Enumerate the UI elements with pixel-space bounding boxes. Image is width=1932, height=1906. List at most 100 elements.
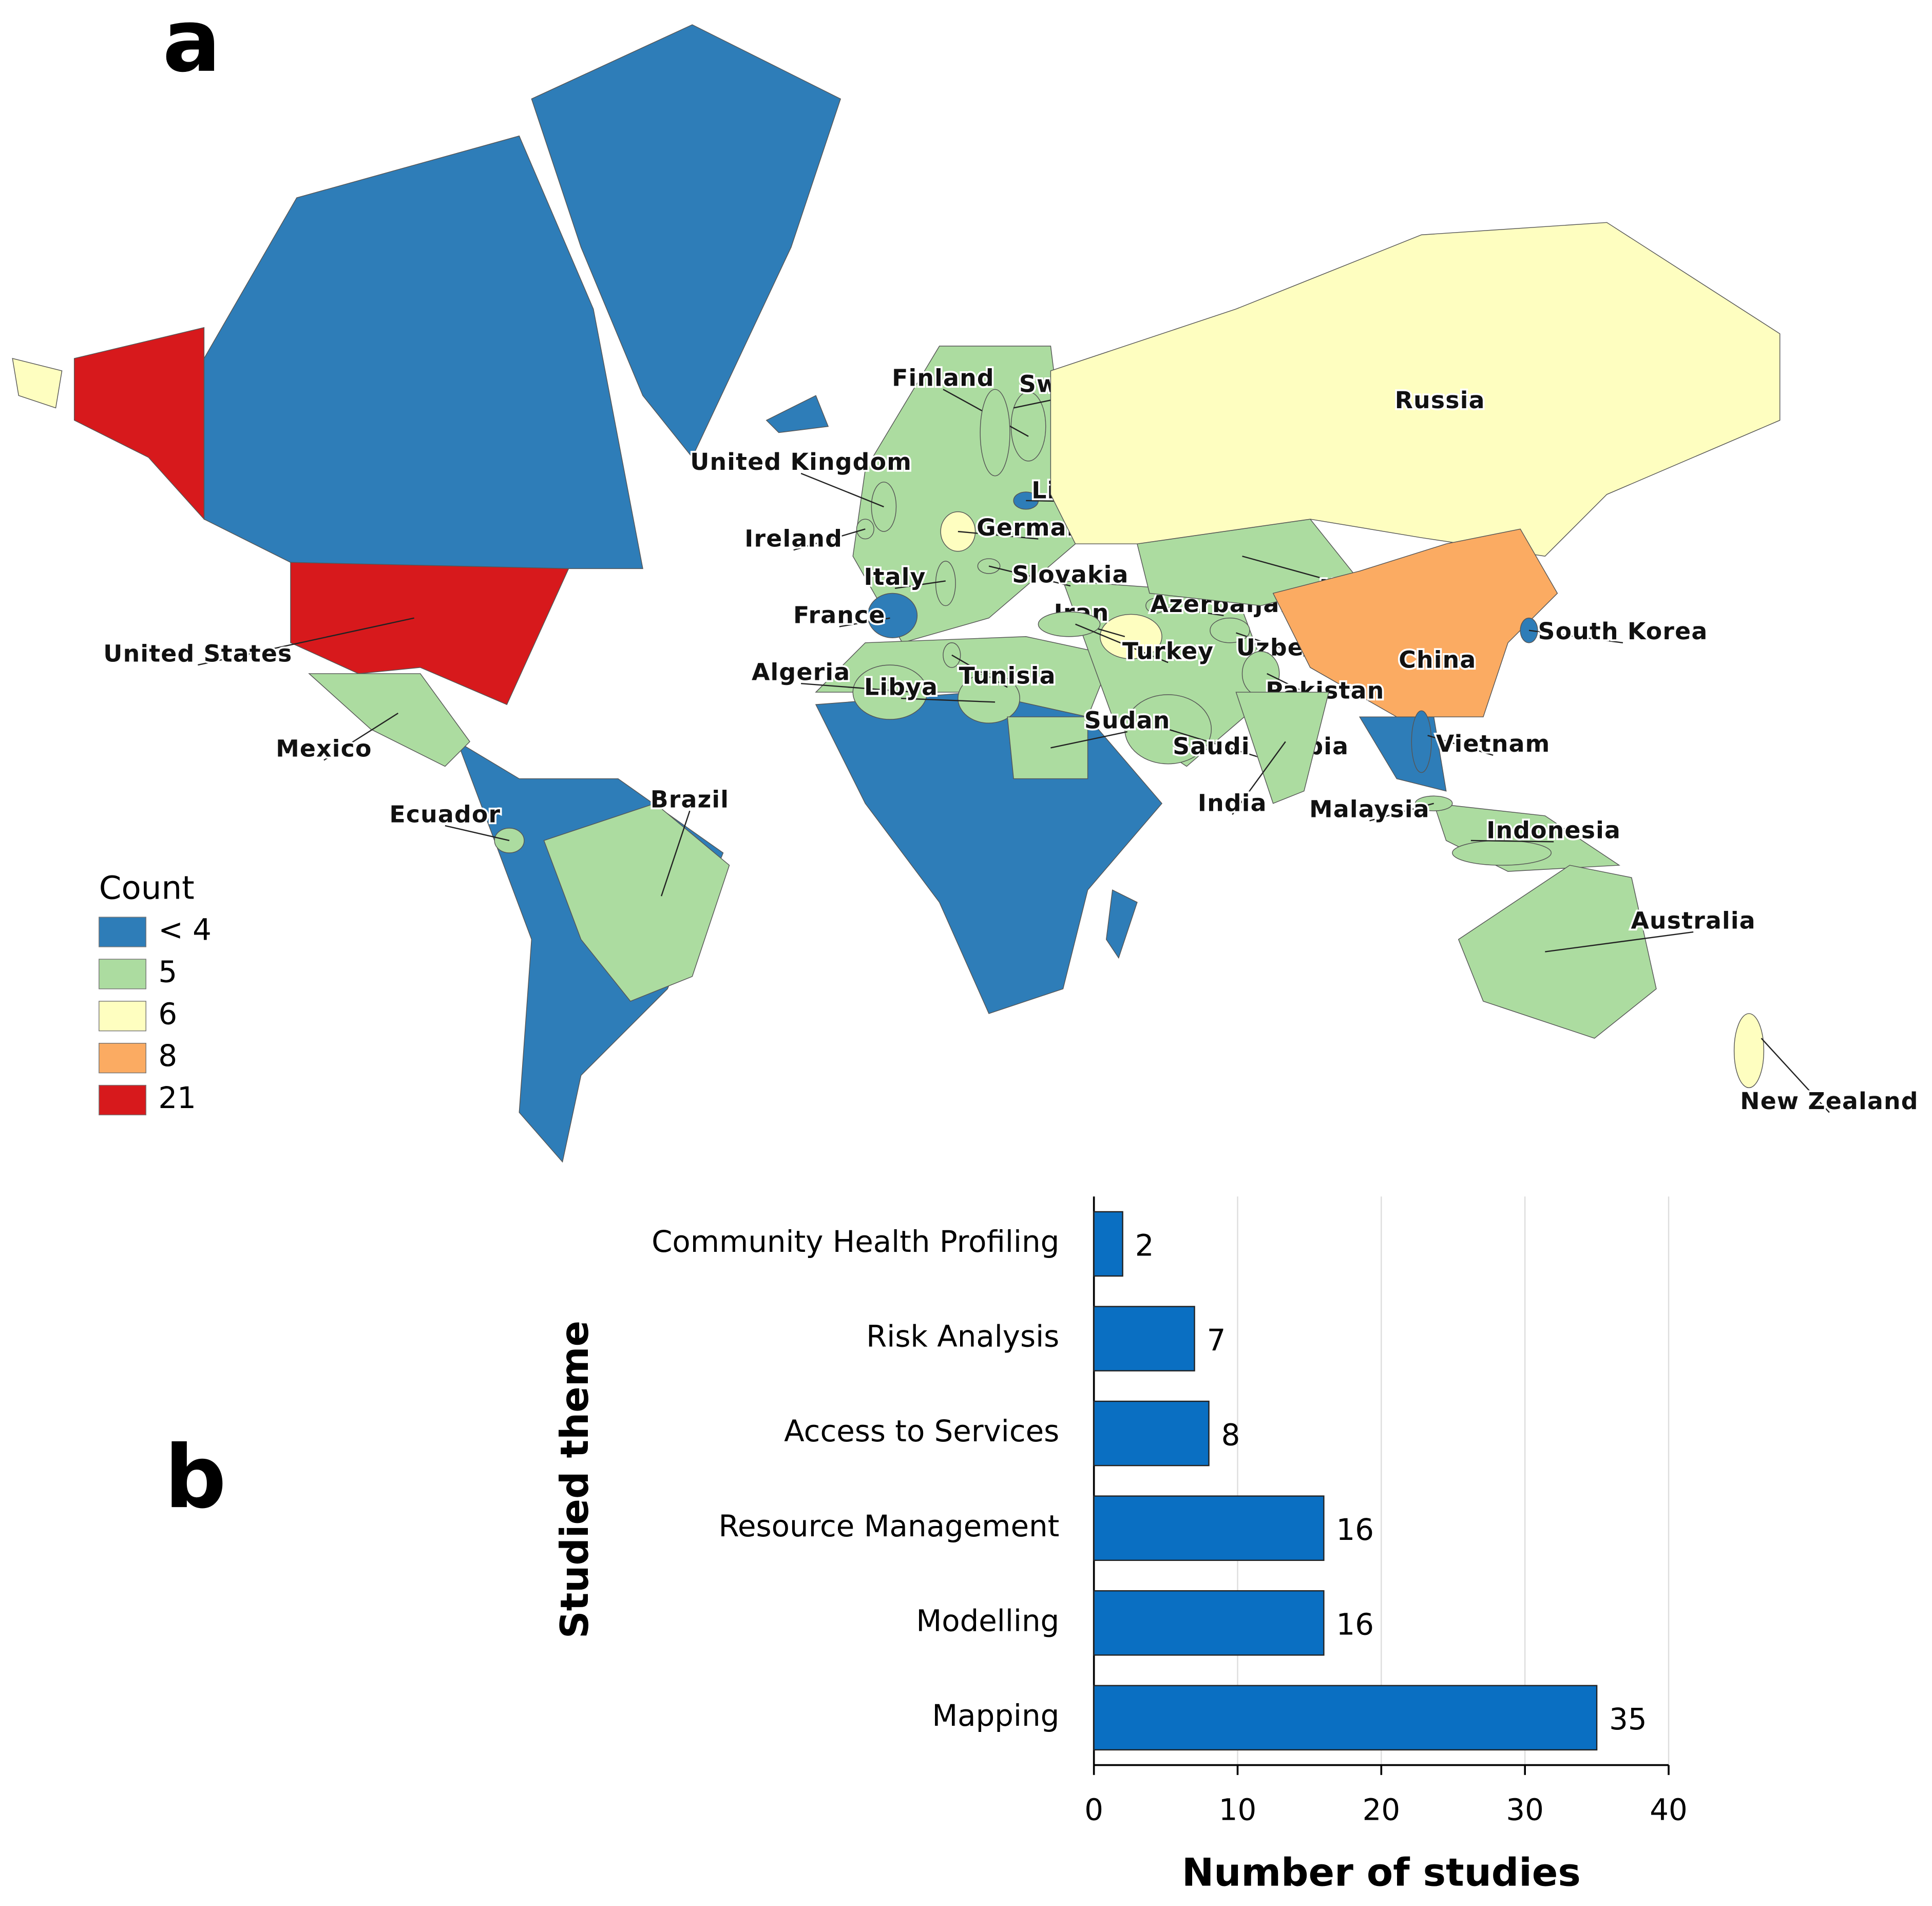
country	[1272, 528, 1558, 717]
leader-line	[1236, 632, 1313, 660]
country	[73, 327, 569, 706]
leader-line	[1232, 741, 1286, 815]
country	[1007, 716, 1088, 779]
legend-label: 21	[158, 1080, 196, 1115]
leader-line	[1155, 605, 1224, 617]
country	[1411, 710, 1432, 773]
country-label: Turkey	[1122, 638, 1214, 665]
leader-line	[839, 617, 890, 627]
country	[1099, 614, 1162, 659]
country	[935, 561, 956, 606]
country-label: Ecuador	[389, 800, 501, 828]
country-label: Australia	[1631, 907, 1755, 934]
country-label: Ireland	[744, 525, 843, 552]
leader-line	[800, 472, 884, 508]
country	[543, 803, 730, 1002]
bar	[1093, 1685, 1598, 1751]
leader-line	[988, 565, 1071, 587]
land	[1359, 716, 1447, 792]
country	[1452, 840, 1552, 866]
leader-line	[793, 528, 866, 551]
x-tick-label: 30	[1506, 1793, 1544, 1827]
land	[203, 135, 643, 569]
y-axis-label: Studied theme	[552, 1321, 597, 1638]
country	[980, 389, 1010, 476]
y-tick-label: Risk Analysis	[866, 1319, 1059, 1354]
leader-line	[1545, 931, 1694, 952]
value-label: 35	[1609, 1702, 1647, 1737]
country-label: New Zealand	[1740, 1088, 1918, 1115]
leader-line	[445, 825, 510, 842]
country-label: Libya	[864, 673, 938, 700]
country-label: Algeria	[752, 658, 850, 685]
country-label: India	[1198, 790, 1267, 817]
bar	[1093, 1306, 1195, 1371]
leader-line	[801, 683, 915, 693]
y-tick-label: Mapping	[932, 1698, 1059, 1733]
panel-label: a	[162, 0, 221, 91]
value-label: 2	[1135, 1228, 1154, 1263]
map-panel: a United States Mexico Ecuador Brazil Finland…	[12, 0, 1920, 1163]
x-tick-label: 20	[1363, 1793, 1401, 1827]
country	[1050, 222, 1781, 557]
legend-swatch	[99, 1043, 147, 1074]
y-tick-label: Modelling	[916, 1603, 1059, 1638]
leader-line	[1427, 735, 1494, 756]
legend-swatch	[99, 959, 147, 989]
legend-label: < 4	[158, 912, 212, 947]
country-label: Sudan	[1084, 707, 1171, 734]
y-tick-label: Access to Services	[784, 1414, 1059, 1448]
country-label: Italy	[864, 563, 926, 590]
country-label: United Kingdom	[690, 448, 912, 475]
bar	[1093, 1400, 1210, 1466]
country	[852, 664, 928, 720]
bar	[1093, 1211, 1123, 1277]
leader-line	[951, 654, 1008, 688]
value-label: 16	[1336, 1607, 1374, 1642]
country	[308, 673, 470, 767]
value-label: 7	[1207, 1323, 1226, 1358]
value-label: 16	[1336, 1512, 1374, 1547]
bar-panel: b 0 10 20 30 40 2 Community Health Profiling 7 Ri…	[164, 1196, 1688, 1895]
country	[1210, 617, 1250, 643]
country	[1145, 598, 1166, 614]
land	[766, 395, 829, 433]
country	[1520, 617, 1538, 643]
country	[1235, 692, 1329, 804]
country-label: Slovakia	[1012, 561, 1128, 588]
country-label: Mexico	[276, 735, 372, 763]
panel-label: b	[164, 1427, 226, 1528]
leader-line	[660, 810, 691, 897]
land	[1105, 889, 1138, 959]
country	[940, 511, 976, 552]
leader-line	[198, 617, 414, 666]
country-label: France	[793, 602, 886, 629]
y-tick-label: Resource Management	[718, 1509, 1059, 1543]
country-label: Brazil	[651, 786, 729, 813]
leader-line	[901, 697, 996, 703]
x-tick-label: 40	[1650, 1793, 1688, 1827]
country	[1458, 865, 1657, 1039]
country-label: United States	[103, 640, 292, 667]
leader-line	[1761, 1038, 1830, 1113]
country-label: South Korea	[1538, 618, 1708, 645]
leader-line	[1470, 840, 1554, 843]
leader-line	[1075, 623, 1169, 663]
country-label: Indonesia	[1486, 817, 1621, 844]
country-label: Malaysia	[1309, 796, 1430, 823]
country-label: Finland	[892, 365, 994, 392]
leader-line	[1050, 731, 1127, 749]
legend-swatch	[99, 1001, 147, 1032]
bar	[1093, 1590, 1325, 1656]
country	[1733, 1013, 1765, 1089]
leader-line	[894, 580, 946, 589]
country-label: China	[1399, 646, 1476, 673]
legend-swatch	[99, 917, 147, 947]
land	[12, 358, 63, 409]
bar	[1093, 1495, 1325, 1561]
legend-title: Count	[99, 869, 195, 906]
leader-line	[1369, 803, 1434, 822]
x-axis-label: Number of studies	[1182, 1850, 1581, 1895]
